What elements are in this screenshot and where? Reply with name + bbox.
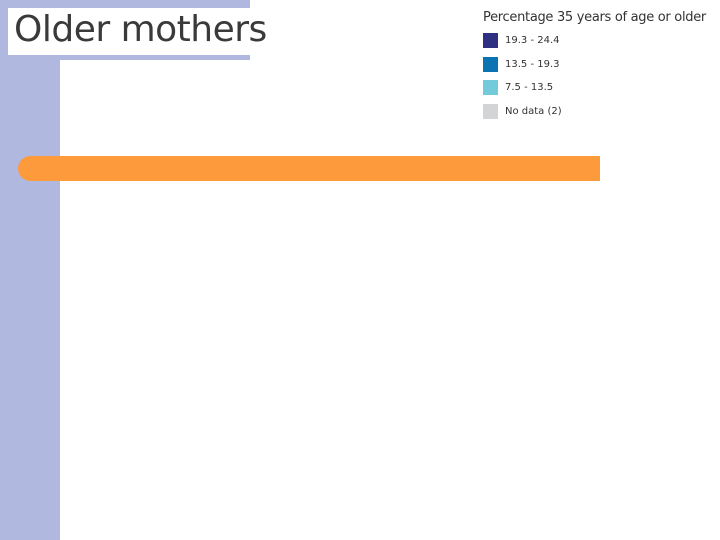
legend-label: 13.5 - 19.3 (505, 58, 560, 70)
slide-title: Older mothers (14, 9, 267, 50)
legend-label: 19.3 - 24.4 (505, 35, 560, 46)
content-corner (60, 60, 100, 100)
legend-swatch (483, 103, 498, 119)
title-box (8, 8, 250, 55)
legend-swatch (483, 80, 498, 95)
legend-label: No data (2) (505, 105, 562, 117)
legend-swatch (483, 33, 498, 48)
divider-bar (18, 156, 600, 181)
legend-title: Percentage 35 years of age or older (483, 10, 706, 25)
legend-swatch (483, 56, 498, 72)
side-band (0, 0, 60, 540)
legend-label: 7.5 - 13.5 (505, 82, 554, 93)
